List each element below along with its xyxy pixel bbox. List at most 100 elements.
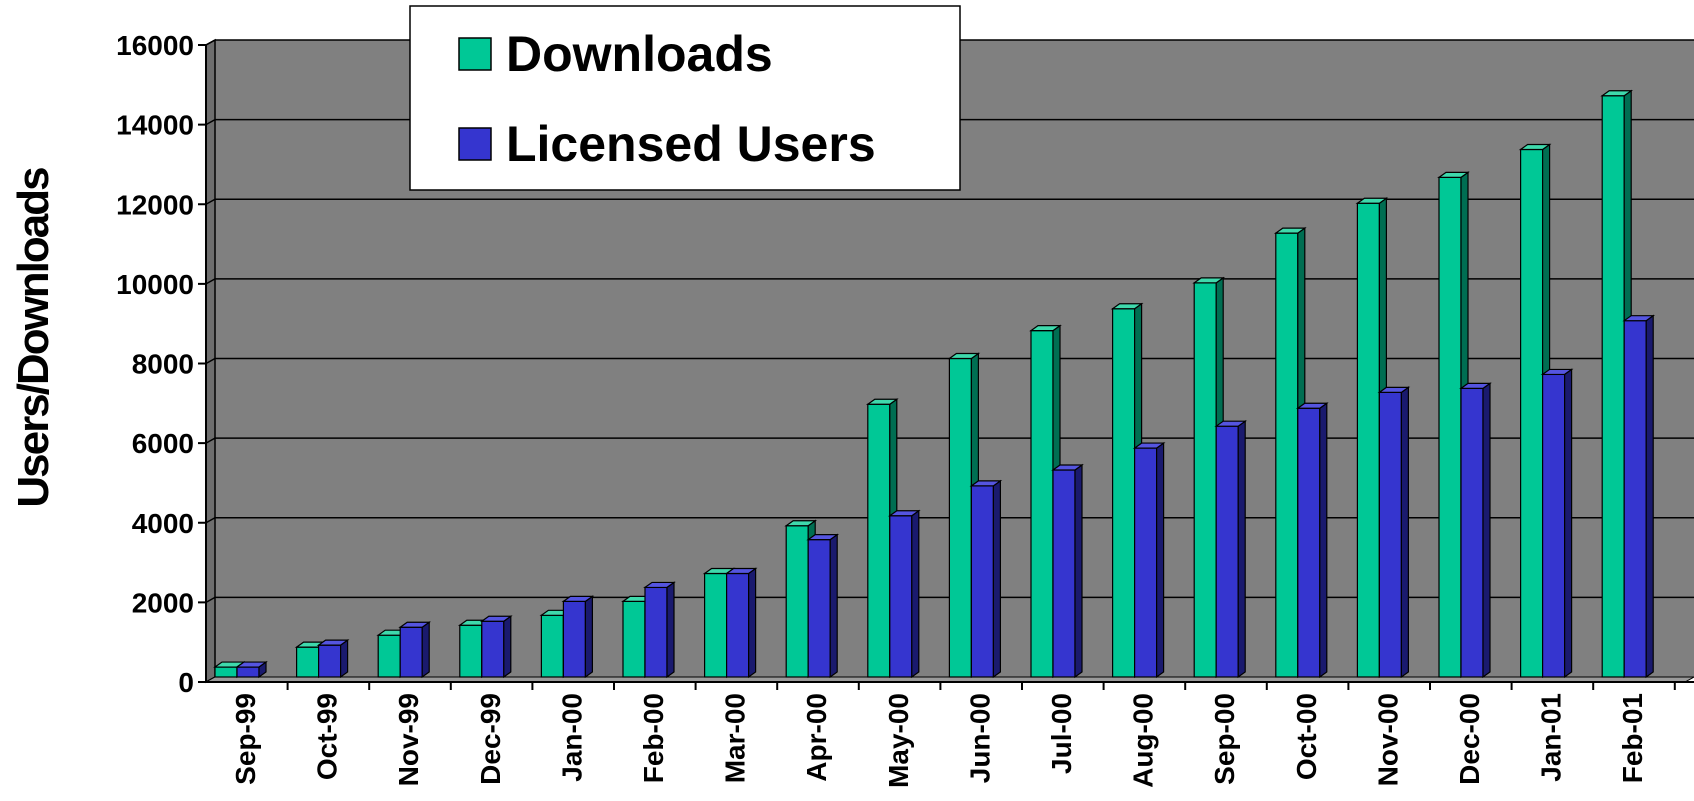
bar-front [1460, 387, 1484, 678]
bar-top [561, 595, 595, 602]
legend-swatch [458, 37, 492, 71]
bar-front [1438, 176, 1462, 678]
y-axis-label: Users/Downloads [9, 168, 58, 508]
legend-label: Downloads [506, 26, 773, 82]
bar-top [398, 621, 432, 628]
bar-front [1052, 469, 1076, 678]
bar-top [969, 480, 1003, 487]
bar-front [318, 644, 342, 678]
bar-front [867, 403, 891, 678]
bar-licensed-users [1622, 314, 1656, 679]
bar-front [214, 666, 238, 678]
bar-top [1110, 303, 1144, 310]
bar-top [1029, 325, 1062, 332]
gridline-side [205, 39, 216, 46]
x-tick-label: Sep-00 [1209, 693, 1240, 785]
legend-item: Downloads [458, 26, 773, 82]
gridline-side [205, 517, 216, 524]
bar-front [1378, 391, 1403, 678]
bar-front [1623, 320, 1647, 678]
bar-licensed-users [887, 509, 921, 679]
x-tick-label: Oct-99 [312, 693, 343, 780]
bar-side [584, 595, 594, 679]
bar-front [1356, 202, 1381, 678]
bars [213, 89, 1656, 679]
x-tick-label: Mar-00 [720, 693, 751, 783]
bar-front [644, 586, 668, 678]
bar-front [1111, 308, 1136, 678]
x-tick-label: Jun-00 [964, 693, 995, 783]
legend-swatch [458, 127, 492, 161]
bar-licensed-users [724, 567, 758, 679]
x-tick-label: Aug-00 [1128, 693, 1159, 788]
y-tick-label: 16000 [116, 30, 194, 61]
bar-top [806, 534, 840, 541]
bar-top [1051, 464, 1084, 471]
x-tick-label: Dec-99 [475, 693, 506, 785]
bar-side [829, 533, 838, 679]
bar-licensed-users [398, 621, 432, 679]
bar-front [399, 626, 423, 678]
x-tick-label: Nov-00 [1372, 693, 1403, 786]
bar-side [1074, 463, 1083, 679]
bar-top [1437, 171, 1470, 178]
bar-top [316, 639, 350, 646]
bar-top [1192, 277, 1226, 284]
bar-front [459, 624, 483, 678]
bar-side [421, 621, 430, 679]
bar-top [1132, 442, 1166, 449]
bar-front [1215, 425, 1239, 678]
x-tick-label: Jul-00 [1046, 693, 1077, 774]
bar-side [1563, 368, 1573, 679]
x-tick-label: Sep-99 [230, 693, 261, 785]
bar-licensed-users [1295, 402, 1329, 679]
y-tick-label: 6000 [132, 428, 194, 459]
bar-top [1377, 386, 1411, 393]
bar-licensed-users [806, 533, 840, 679]
y-tick-label: 8000 [132, 349, 194, 380]
bar-front [481, 620, 505, 678]
legend-box [409, 5, 961, 191]
bar-licensed-users [643, 581, 676, 679]
bar-top [947, 352, 981, 360]
bar-side [747, 567, 757, 679]
bar-licensed-users [1214, 420, 1248, 679]
bar-top [1518, 143, 1552, 151]
bar-top [1295, 402, 1329, 409]
bar-top [1355, 197, 1389, 204]
bar-front [540, 614, 565, 678]
bar-licensed-users [1540, 368, 1574, 679]
legend: Downloads Licensed Users [409, 5, 961, 191]
x-tick-label: Jan-01 [1536, 693, 1567, 782]
bar-top [1459, 382, 1492, 389]
bar-top [1540, 368, 1574, 376]
bar-side [503, 615, 512, 679]
bar-top [724, 567, 758, 575]
gridline-side [205, 357, 216, 365]
bar-side [1155, 441, 1165, 679]
bar-side [1645, 314, 1654, 679]
bar-top [784, 520, 818, 527]
bar-front [296, 646, 320, 678]
y-tick-label: 2000 [132, 587, 194, 618]
y-tick-labels: 0 2000 4000 6000 8000 10000 12000 14000 16000 [116, 30, 194, 698]
gridline-side [205, 596, 216, 604]
bar-front [807, 539, 831, 678]
y-tick-label: 12000 [116, 189, 194, 220]
bar-side [1400, 386, 1410, 679]
bar-licensed-users [969, 479, 1003, 679]
axes [198, 44, 1694, 690]
bar-front [562, 600, 587, 678]
bar-front [1193, 282, 1217, 678]
bar-front [377, 634, 401, 678]
x-tick-label: Feb-01 [1617, 693, 1648, 783]
bar-front [1133, 447, 1158, 678]
bar-side [666, 581, 675, 679]
bar-top [1622, 315, 1656, 322]
bar-side [340, 638, 349, 679]
bar-side [992, 479, 1002, 679]
bar-licensed-users [1377, 386, 1411, 679]
y-tick-label: 4000 [132, 508, 194, 539]
bar-top [235, 661, 268, 668]
